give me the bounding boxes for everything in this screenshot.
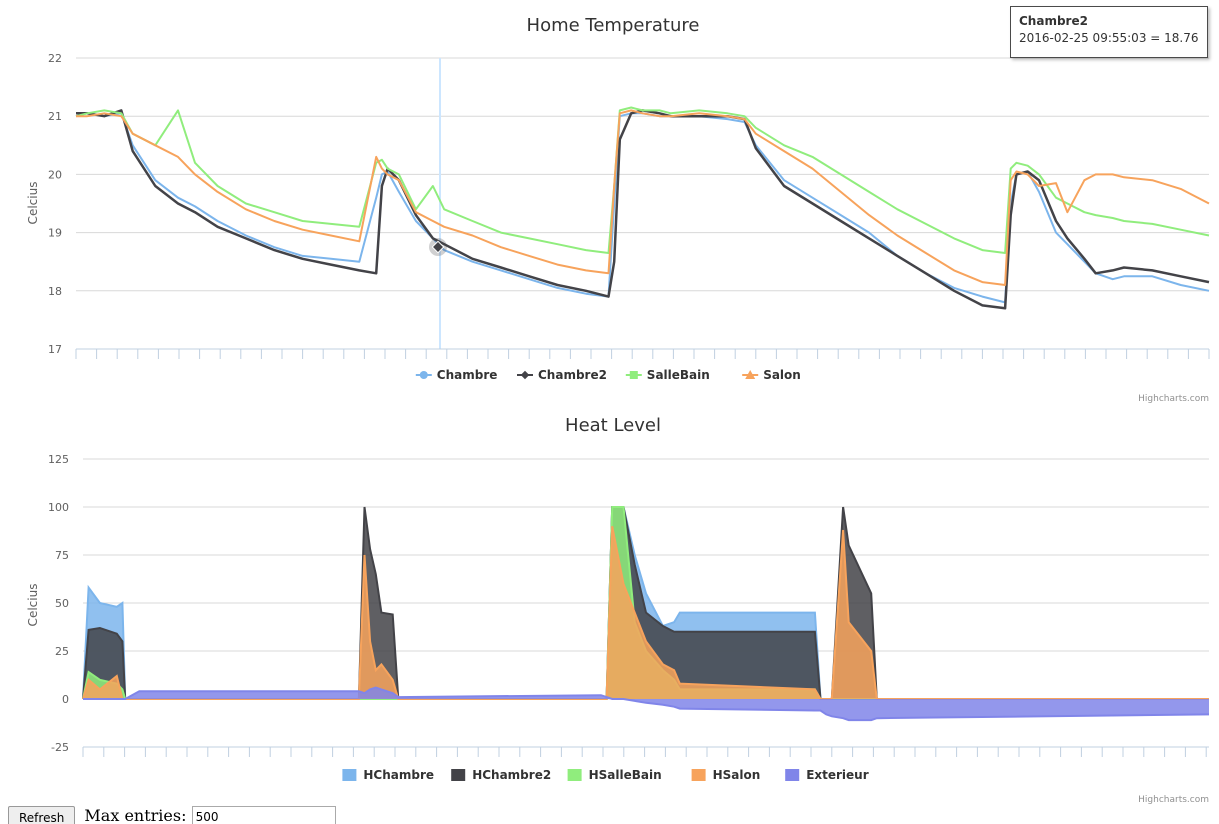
legend-swatch bbox=[342, 769, 357, 781]
y-tick-label: 50 bbox=[55, 597, 69, 610]
y-tick-label: 125 bbox=[48, 453, 69, 466]
y-tick-label: 22 bbox=[48, 52, 62, 65]
legend-swatch bbox=[451, 769, 466, 781]
refresh-button[interactable]: Refresh bbox=[8, 806, 76, 824]
y-tick-label: 17 bbox=[48, 343, 62, 356]
series-line-chambre[interactable] bbox=[75, 112, 1210, 304]
y-tick-label: 75 bbox=[55, 549, 69, 562]
legend: HChambre HChambre2 HSalleBain HSalon Exterie… bbox=[342, 768, 869, 782]
y-tick-label: -25 bbox=[51, 741, 69, 754]
y-axis-ticks: 17 18 19 20 21 22 bbox=[48, 52, 62, 356]
y-tick-label: 20 bbox=[48, 168, 62, 181]
legend-item-salon[interactable]: Salon bbox=[742, 368, 801, 382]
max-entries-label: Max entries: bbox=[84, 806, 187, 824]
legend-label: HSalleBain bbox=[589, 768, 662, 782]
controls: Refresh Max entries: bbox=[8, 806, 336, 824]
y-tick-label: 18 bbox=[48, 285, 62, 298]
y-tick-label: 25 bbox=[55, 645, 69, 658]
y-axis-title: Celcius bbox=[26, 182, 40, 225]
legend-item-chambre2[interactable]: Chambre2 bbox=[517, 368, 607, 382]
legend-item-chambre[interactable]: Chambre bbox=[415, 368, 498, 382]
legend-label: Chambre bbox=[437, 368, 498, 382]
series-area-hchambre[interactable] bbox=[83, 507, 1209, 699]
legend-item-hsalon[interactable]: HSalon bbox=[691, 768, 761, 782]
legend-marker bbox=[745, 370, 756, 379]
legend-swatch bbox=[785, 769, 800, 781]
legend-marker bbox=[419, 371, 428, 379]
legend: Chambre Chambre2 SalleBain Salon bbox=[415, 368, 801, 382]
credits[interactable]: Highcharts.com bbox=[1138, 795, 1209, 805]
legend-item-exterieur[interactable]: Exterieur bbox=[785, 768, 869, 782]
series-line-chambre2[interactable] bbox=[76, 109, 1210, 310]
legend-swatch bbox=[567, 769, 582, 781]
tooltip-value: 2016-02-25 09:55:03 = 18.76 bbox=[1019, 31, 1199, 45]
series-areas bbox=[82, 506, 1210, 722]
legend-swatch bbox=[691, 769, 706, 781]
legend-label: Chambre2 bbox=[538, 368, 607, 382]
y-tick-label: 100 bbox=[48, 501, 69, 514]
legend-item-hchambre[interactable]: HChambre bbox=[342, 768, 434, 782]
grid-lines bbox=[76, 57, 1209, 292]
legend-marker bbox=[629, 371, 638, 379]
series-line-salon[interactable] bbox=[76, 109, 1210, 286]
tooltip: Chambre2 2016-02-25 09:55:03 = 18.76 bbox=[1010, 6, 1208, 58]
legend-item-hchambre2[interactable]: HChambre2 bbox=[451, 768, 551, 782]
tooltip-series-name: Chambre2 bbox=[1019, 14, 1088, 28]
legend-label: Salon bbox=[763, 368, 801, 382]
series-lines bbox=[75, 106, 1210, 310]
series-outline-exterieur bbox=[83, 686, 1210, 722]
chart-title: Home Temperature bbox=[527, 15, 700, 36]
x-axis bbox=[82, 746, 1209, 757]
legend-item-hsallebain[interactable]: HSalleBain bbox=[567, 768, 662, 782]
hover-marker[interactable] bbox=[431, 240, 445, 254]
series-line-sallebain[interactable] bbox=[75, 106, 1210, 254]
legend-label: HChambre2 bbox=[472, 768, 551, 782]
y-axis-title: Celcius bbox=[26, 584, 40, 627]
x-axis bbox=[75, 348, 1210, 359]
chart-title: Heat Level bbox=[565, 415, 661, 436]
series-area-exterieur[interactable] bbox=[83, 687, 1209, 721]
y-tick-label: 0 bbox=[62, 693, 69, 706]
legend-label: Exterieur bbox=[806, 768, 869, 782]
legend-label: SalleBain bbox=[647, 368, 710, 382]
y-tick-label: 21 bbox=[48, 110, 62, 123]
legend-marker bbox=[520, 370, 530, 380]
legend-label: HChambre bbox=[363, 768, 434, 782]
y-tick-label: 19 bbox=[48, 227, 62, 240]
legend-label: HSalon bbox=[713, 768, 761, 782]
y-axis-ticks: -25 0 25 50 75 100 125 bbox=[48, 453, 69, 754]
legend-item-sallebain[interactable]: SalleBain bbox=[625, 368, 710, 382]
heat-level-chart: Heat Level -25 0 25 50 75 100 125 Celcius HCha… bbox=[26, 415, 1210, 805]
temperature-chart: Home Temperature 17 18 19 20 21 22 Celcius Ch… bbox=[26, 15, 1210, 404]
max-entries-input[interactable] bbox=[191, 806, 336, 824]
credits[interactable]: Highcharts.com bbox=[1138, 394, 1209, 404]
